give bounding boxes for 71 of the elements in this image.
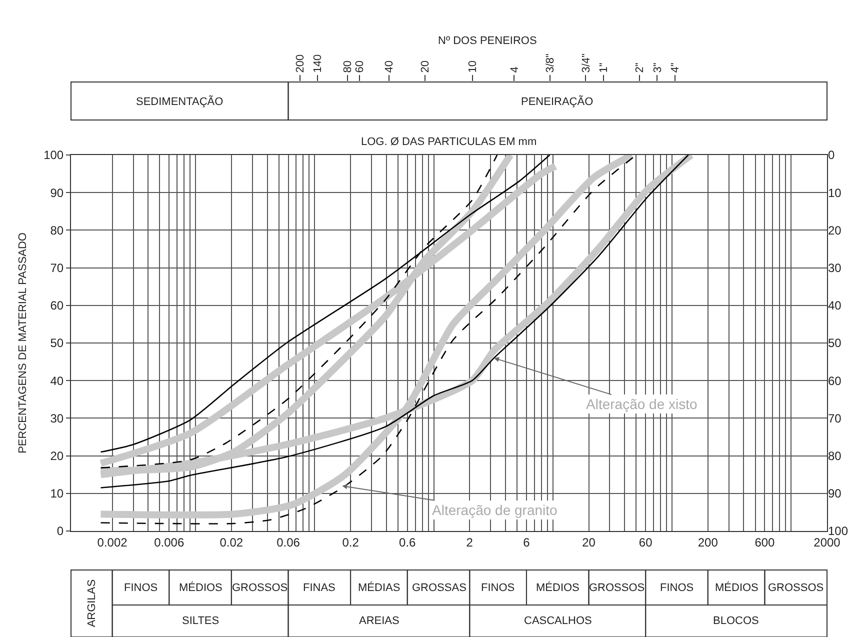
x-axis-title: LOG. Ø DAS PARTICULAS EM mm	[361, 136, 537, 148]
annotation: Alteração de xisto	[586, 396, 698, 412]
x-tick-label: 200	[698, 535, 718, 550]
category-label: 80	[342, 60, 354, 73]
x-tick-label: 60	[638, 535, 653, 550]
text: ARGILAS	[86, 579, 98, 628]
y-tick-label: 60	[50, 298, 64, 313]
x-tick-label: 0.02	[220, 535, 244, 550]
y-tick-label: 80	[50, 223, 64, 238]
y2-tick-label: 0	[828, 148, 835, 162]
x-tick-label: 0.6	[399, 535, 416, 550]
category-label: 3"	[652, 62, 664, 73]
y2-tick-label: 30	[828, 261, 842, 275]
x-tick-label: 0.2	[342, 535, 360, 550]
category-label: 4"	[670, 62, 682, 73]
category-label: 3/8"	[544, 54, 557, 73]
text: PENEIRAÇÃO	[521, 95, 594, 108]
category-label: 4	[508, 66, 521, 73]
y2-tick-label: 70	[828, 411, 842, 426]
y-tick-label: 10	[50, 486, 64, 501]
text: GROSSAS	[412, 582, 466, 594]
y-tick-label: 40	[50, 374, 64, 388]
y-axis-title: PERCENTAGENS DE MATERIAL PASSADO	[17, 232, 30, 454]
y-tick-label: 70	[50, 261, 64, 275]
y2-tick-label: 40	[828, 298, 842, 313]
x-tick-label: 6	[523, 535, 530, 550]
x-tick-label: 2	[466, 535, 474, 550]
text: BLOCOS	[713, 615, 759, 627]
category-label: 60	[354, 60, 366, 73]
text: CASCALHOS	[524, 615, 592, 627]
text: SILTES	[182, 615, 220, 627]
text: MÉDIOS	[179, 581, 222, 594]
category-label: 2"	[634, 62, 646, 73]
category-label: 40	[384, 60, 396, 73]
y-tick-label: 50	[50, 336, 64, 350]
text: MÉDIOS	[715, 581, 758, 594]
x-tick-label: 0.006	[154, 535, 184, 550]
text: FINOS	[481, 582, 515, 594]
y-tick-label: 90	[50, 186, 64, 200]
y2-tick-label: 90	[828, 486, 842, 501]
text: GROSSOS	[589, 582, 645, 594]
category-label: 1"	[598, 62, 610, 73]
text: FINAS	[303, 582, 336, 594]
x-tick-label: 0.002	[97, 535, 128, 550]
category-label: 10	[467, 60, 480, 73]
x-tick-label: 0.06	[276, 535, 300, 550]
category-label: 200	[294, 54, 306, 73]
x-tick-label: 20	[582, 535, 596, 550]
y2-tick-label: 10	[828, 186, 842, 200]
x-tick-label: 600	[754, 535, 776, 550]
y2-tick-label: 80	[828, 449, 842, 463]
category-label: 140	[312, 54, 324, 73]
y2-tick-label: 20	[828, 223, 842, 238]
y2-tick-label: 60	[828, 374, 842, 388]
text: GROSSOS	[768, 582, 824, 594]
text: Nº DOS PENEIROS	[438, 35, 537, 48]
y-tick-label: 20	[50, 449, 64, 463]
text: AREIAS	[359, 615, 400, 627]
category-label: 3/4"	[580, 54, 592, 73]
category-label: 20	[419, 60, 432, 73]
text: FINOS	[660, 582, 694, 594]
text: MÉDIAS	[358, 581, 400, 594]
text: MÉDIOS	[536, 581, 580, 594]
text: SEDIMENTAÇÃO	[136, 95, 224, 108]
text: FINOS	[124, 582, 158, 594]
y2-tick-label: 50	[828, 336, 842, 350]
y-tick-label: 100	[44, 148, 64, 162]
y-tick-label: 30	[50, 411, 64, 426]
y-tick-label: 0	[56, 524, 64, 538]
annotation: Alteração de granito	[432, 502, 558, 518]
text: GROSSOS	[232, 582, 288, 594]
